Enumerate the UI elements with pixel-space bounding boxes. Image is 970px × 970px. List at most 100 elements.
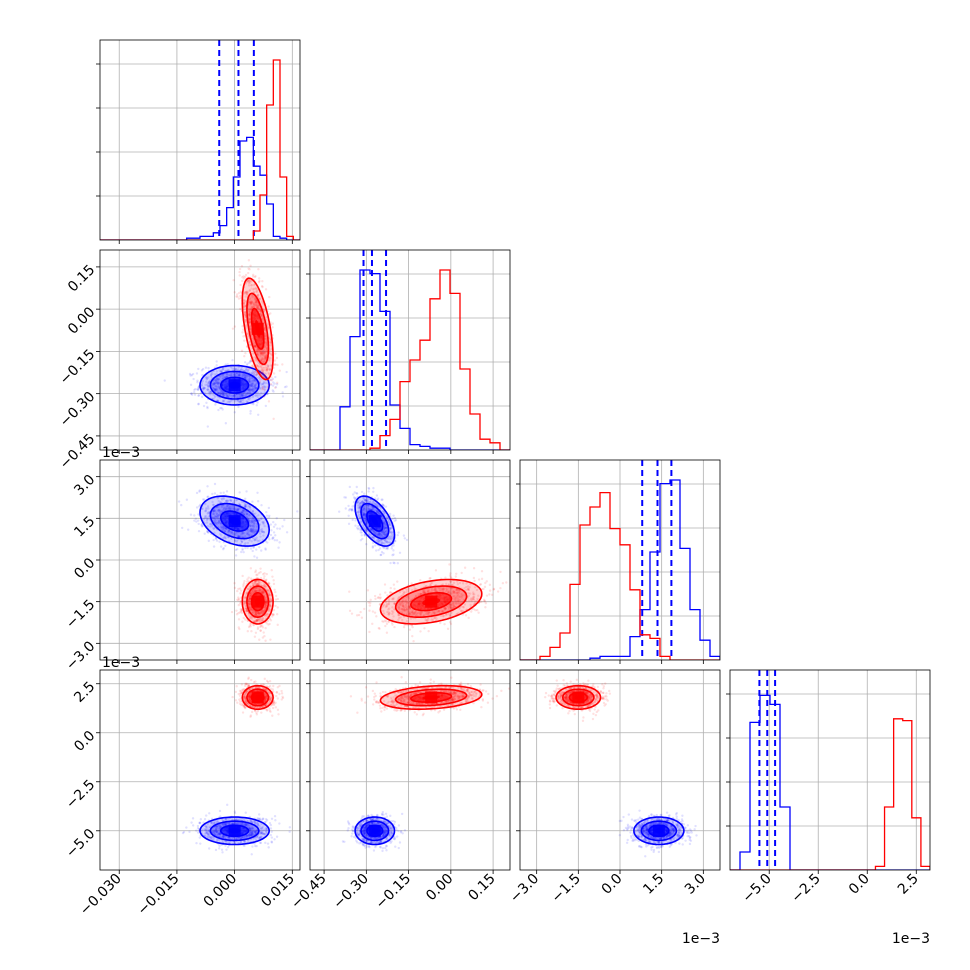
scatter-point [239, 600, 243, 603]
scatter-point [255, 349, 259, 353]
scatter-point [248, 289, 252, 292]
scatter-point [250, 607, 253, 610]
scatter-point [247, 513, 251, 517]
scatter-point [217, 509, 220, 512]
scatter-point [259, 351, 262, 355]
scatter-point [205, 517, 209, 520]
scatter-point [253, 344, 256, 348]
scatter-point [217, 382, 220, 385]
scatter-point [357, 524, 360, 528]
scatter-point [239, 589, 243, 592]
scatter-point [243, 302, 246, 305]
scatter-point [254, 274, 257, 278]
scatter-point [236, 372, 239, 376]
scatter-point [244, 351, 247, 355]
scatter-point [378, 532, 382, 536]
scatter-point [250, 379, 254, 383]
scatter-point [206, 425, 210, 428]
scatter-point [419, 579, 422, 582]
scatter-point [246, 532, 249, 536]
scatter-point [239, 307, 242, 311]
scatter-point [281, 525, 284, 528]
scatter-point [246, 369, 249, 372]
scatter-point [262, 590, 265, 594]
scatter-point [215, 515, 218, 518]
scatter-point [264, 639, 267, 642]
scatter-point [354, 524, 357, 527]
scatter-point [254, 383, 258, 386]
panel-2-0 [96, 459, 301, 664]
scatter-point [205, 380, 208, 383]
scatter-point [225, 506, 229, 509]
scatter-point [244, 609, 248, 613]
scatter-point [225, 490, 229, 493]
scatter-point [388, 521, 391, 524]
scatter-point [264, 584, 267, 588]
scatter-point [249, 359, 253, 363]
scatter-point [274, 386, 277, 389]
scatter-point [247, 369, 250, 372]
scatter-point [261, 609, 264, 612]
scatter-point [359, 517, 362, 520]
scatter-point [216, 399, 220, 402]
scatter-point [250, 530, 254, 534]
scatter-point [254, 570, 257, 574]
scatter-point [251, 305, 254, 309]
scatter-point [222, 392, 226, 395]
scatter-point [204, 502, 207, 506]
scatter-point [362, 515, 365, 518]
scatter-point [233, 539, 237, 543]
scatter-point [250, 300, 253, 303]
scatter-point [219, 369, 223, 373]
scatter-point [198, 505, 201, 508]
scatter-point [237, 597, 241, 601]
scatter-point [246, 531, 249, 535]
scatter-point [259, 588, 262, 591]
scatter-point [380, 514, 383, 518]
scatter-point [248, 380, 251, 383]
scatter-point [240, 393, 243, 397]
scatter-point [265, 599, 268, 602]
scatter-point [275, 613, 279, 616]
scatter-point [215, 388, 218, 391]
scatter-point [263, 524, 266, 528]
scatter-point [235, 393, 239, 396]
scatter-point [239, 608, 242, 611]
scatter-point [256, 293, 259, 297]
scatter-point [214, 515, 217, 519]
scatter-point [269, 383, 273, 387]
scatter-point [274, 385, 278, 389]
scatter-point [255, 364, 259, 367]
scatter-point [477, 611, 480, 614]
scatter-point [265, 319, 268, 322]
scatter-point [256, 611, 259, 614]
scatter-point [236, 589, 239, 593]
scatter-point [258, 539, 261, 542]
scatter-point [262, 590, 265, 593]
scatter-point [244, 313, 247, 317]
scatter-point [252, 546, 255, 549]
panel-frame [99, 249, 301, 451]
scatter-point [255, 290, 258, 294]
scatter-point [235, 609, 238, 612]
scatter-point [385, 529, 388, 533]
scatter-point [263, 584, 266, 587]
scatter-point [219, 392, 222, 395]
scatter-point [235, 399, 238, 402]
scatter-point [262, 352, 266, 355]
scatter-point [235, 508, 238, 511]
scatter-point [248, 361, 251, 365]
scatter-point [258, 620, 261, 624]
scatter-point [244, 504, 247, 508]
scatter-point [245, 392, 249, 395]
scatter-point [209, 373, 213, 376]
scatter-point [222, 546, 225, 550]
scatter-point [253, 519, 256, 522]
scatter-point [254, 613, 258, 616]
scatter-point [281, 391, 284, 394]
scatter-point [225, 394, 228, 397]
scatter-point [251, 389, 254, 393]
scatter-point [263, 354, 266, 358]
scatter-point [247, 397, 250, 401]
scatter-point [252, 528, 255, 532]
